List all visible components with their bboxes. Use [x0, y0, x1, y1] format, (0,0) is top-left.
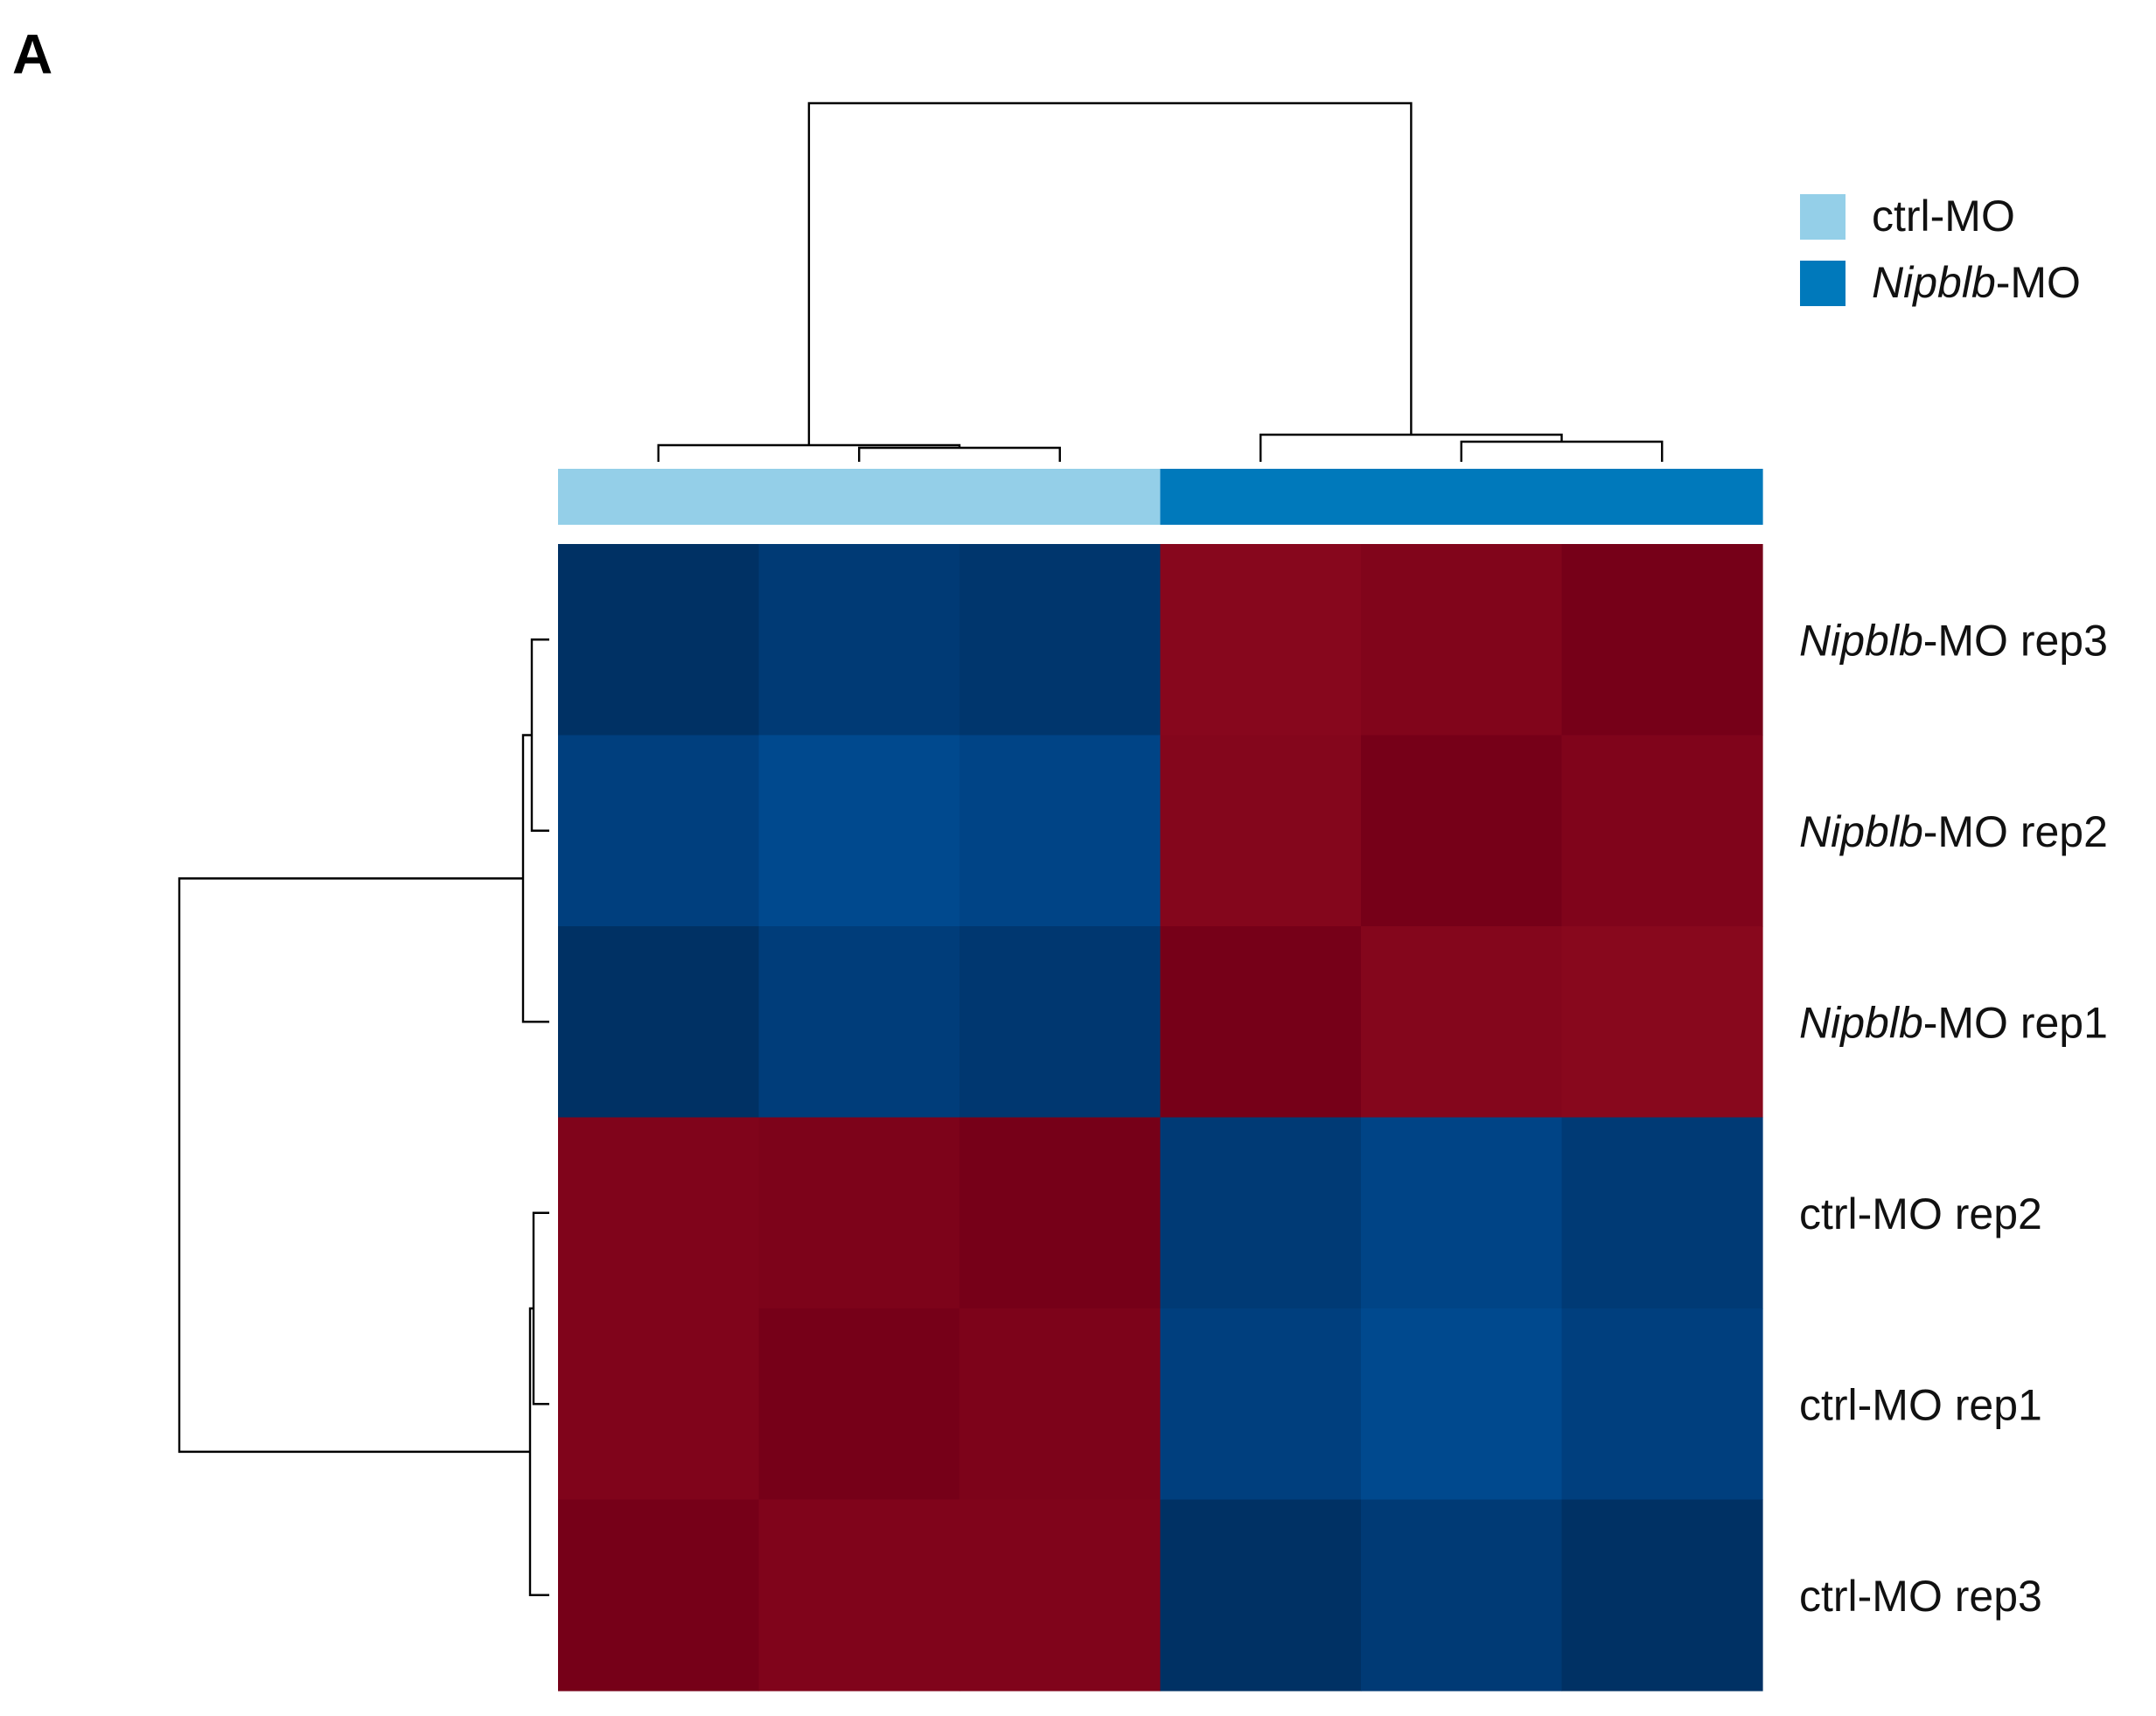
row-label: Nipblb-MO rep1: [1799, 998, 2108, 1047]
heatmap-cell: [1561, 926, 1763, 1119]
heatmap-cell: [1561, 1117, 1763, 1309]
heatmap-cell: [1561, 1308, 1763, 1501]
heatmap-cell: [959, 735, 1162, 927]
heatmap-cell: [558, 544, 760, 736]
heatmap-cell: [959, 544, 1162, 736]
row-label: ctrl-MO rep3: [1799, 1572, 2042, 1621]
row-label: ctrl-MO rep1: [1799, 1380, 2042, 1429]
legend-swatch: [1800, 194, 1846, 240]
heatmap-cell: [1361, 735, 1563, 927]
heatmap-cell: [558, 735, 760, 927]
heatmap-cell: [558, 1308, 760, 1501]
legend-swatch: [1800, 261, 1846, 306]
heatmap-cell: [1160, 926, 1362, 1119]
group-annotation-cell: [1160, 469, 1362, 525]
group-annotation-cell: [1561, 469, 1763, 525]
row-label: Nipblb-MO rep2: [1799, 807, 2108, 856]
group-annotation-cell: [758, 469, 960, 525]
dendrogram-branch: [521, 734, 549, 1023]
heatmap-cell: [1361, 1117, 1563, 1309]
heatmap-cell: [758, 544, 960, 736]
heatmap-cell: [959, 1117, 1162, 1309]
heatmap-cell: [1361, 1499, 1563, 1692]
legend-label: Nipblb-MO: [1872, 258, 2081, 307]
heatmap-cell: [558, 1117, 760, 1309]
heatmap-cell: [758, 1308, 960, 1501]
heatmap-cell: [1160, 1308, 1362, 1501]
group-annotation-bar: [558, 469, 1763, 525]
heatmap-cell: [558, 926, 760, 1119]
row-label: Nipblb-MO rep3: [1799, 616, 2108, 665]
heatmap-cell: [1361, 926, 1563, 1119]
row-dendrogram: [178, 638, 549, 1596]
dendrogram-branch: [858, 446, 1061, 462]
heatmap-cell: [1561, 735, 1763, 927]
heatmap-cell: [758, 735, 960, 927]
heatmap-cell: [758, 926, 960, 1119]
panel-label: A: [12, 23, 52, 86]
dendrogram-branch: [1259, 433, 1563, 462]
group-annotation-cell: [558, 469, 760, 525]
heatmap-cell: [959, 926, 1162, 1119]
heatmap-cell: [758, 1499, 960, 1692]
legend: ctrl-MO Nipblb-MO: [1800, 192, 2081, 307]
group-annotation-cell: [959, 469, 1162, 525]
heatmap-cells: [558, 544, 1763, 1692]
dendrogram-branch: [532, 1211, 549, 1406]
heatmap-cell: [558, 1499, 760, 1692]
heatmap-cell: [959, 1308, 1162, 1501]
row-labels: Nipblb-MO rep3 Nipblb-MO rep2 Nipblb-MO re…: [1799, 616, 2108, 1621]
dendrogram-branch: [1460, 440, 1664, 462]
heatmap-cell: [959, 1499, 1162, 1692]
heatmap-cell: [1160, 1499, 1362, 1692]
dendrogram-branch: [807, 101, 1413, 445]
dendrogram-branch: [178, 877, 530, 1454]
heatmap-cell: [1160, 544, 1362, 736]
heatmap-cell: [758, 1117, 960, 1309]
column-dendrogram: [657, 101, 1664, 462]
dendrogram-branch: [530, 638, 549, 832]
heatmap-cell: [1561, 544, 1763, 736]
heatmap-cell: [1361, 1308, 1563, 1501]
heatmap-cell: [1160, 1117, 1362, 1309]
heatmap-cell: [1361, 544, 1563, 736]
heatmap-cell: [1160, 735, 1362, 927]
row-label: ctrl-MO rep2: [1799, 1189, 2042, 1238]
legend-label: ctrl-MO: [1872, 192, 2015, 241]
group-annotation-cell: [1361, 469, 1563, 525]
heatmap-cell: [1561, 1499, 1763, 1692]
